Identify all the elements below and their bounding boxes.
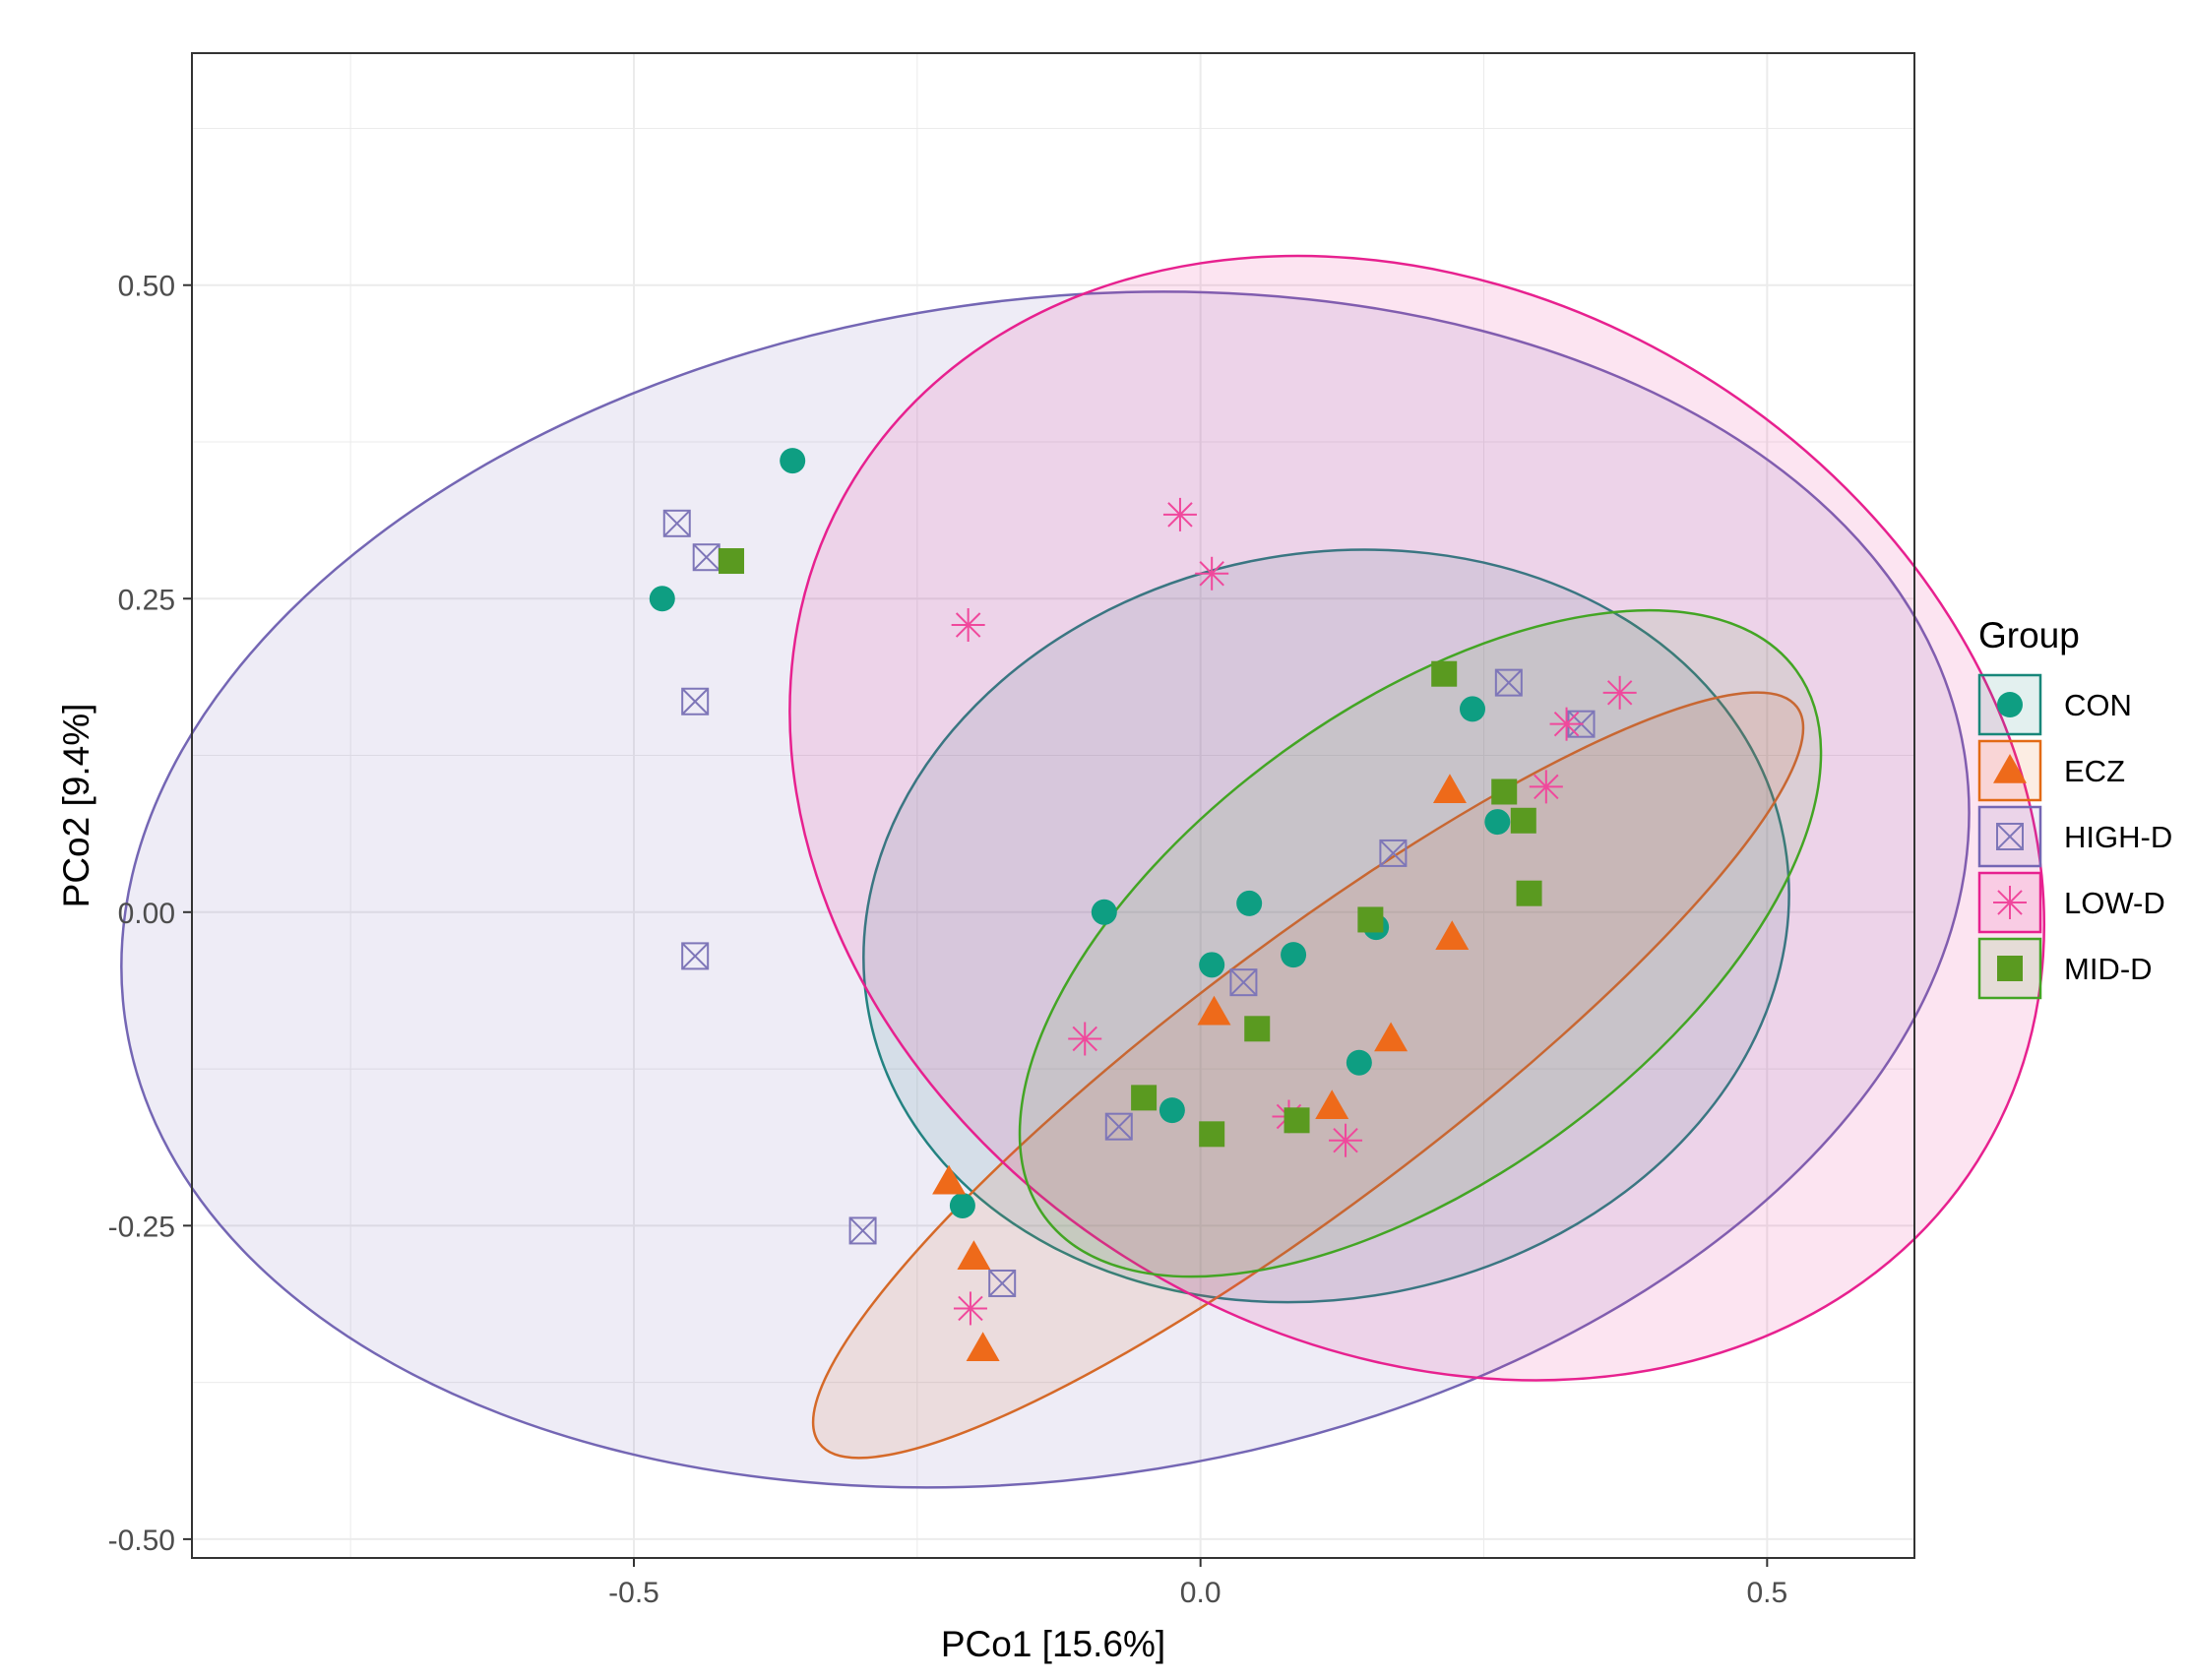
legend-label: ECZ: [2064, 754, 2125, 788]
point-mid-d: [1284, 1107, 1310, 1134]
point-mid-d: [1491, 778, 1518, 805]
point-ecz: [966, 1332, 1000, 1361]
point-mid-d: [719, 548, 745, 575]
point-ecz: [1374, 1022, 1409, 1052]
legend-label: LOW-D: [2064, 886, 2165, 920]
point-low-d: [1329, 1123, 1363, 1157]
point-high-d: [848, 1216, 877, 1245]
legend-label: MID-D: [2064, 952, 2153, 986]
point-con: [1281, 942, 1307, 968]
point-con: [1346, 1049, 1372, 1076]
confidence-ellipses: [120, 254, 2046, 1489]
point-con: [1159, 1097, 1185, 1124]
point-low-d: [951, 608, 985, 643]
grid: [192, 53, 1914, 1558]
legend-symbol-mid-d: [1997, 956, 2023, 981]
point-mid-d: [1244, 1016, 1271, 1042]
ellipse-high-d: [120, 290, 1971, 1489]
point-mid-d: [1357, 906, 1384, 933]
y-tick-label: 0.50: [118, 271, 175, 303]
point-high-d: [1104, 1112, 1133, 1141]
point-ecz: [957, 1240, 991, 1270]
ellipse-ecz: [811, 691, 1805, 1460]
point-high-d: [1379, 839, 1408, 867]
y-axis-title: PCo2 [9.4%]: [56, 704, 96, 908]
legend-symbol-low-d: [1993, 886, 2027, 919]
point-low-d: [1162, 497, 1197, 531]
legend-label: CON: [2064, 688, 2132, 722]
point-high-d: [681, 942, 710, 970]
ellipse-con: [862, 548, 1790, 1304]
point-mid-d: [1516, 880, 1542, 906]
point-high-d: [1494, 668, 1523, 697]
point-ecz: [1435, 920, 1470, 951]
point-con: [1199, 952, 1225, 978]
legend: Group CON ECZ HIGH-D LOW-D MID-D: [1977, 615, 2172, 1000]
point-ecz: [1432, 774, 1467, 803]
point-con: [649, 586, 675, 612]
legend-item-high-d: HIGH-D: [1977, 805, 2172, 868]
data-points: [649, 448, 1637, 1361]
legend-title: Group: [1978, 615, 2080, 655]
point-con: [1236, 890, 1263, 916]
legend-label: HIGH-D: [2064, 820, 2172, 854]
point-con: [1459, 696, 1485, 722]
panel-border: [191, 52, 1915, 1559]
point-high-d: [1229, 968, 1258, 997]
legend-symbol-ecz: [1993, 754, 2027, 783]
point-ecz: [1315, 1089, 1349, 1120]
x-tick-label: 0.0: [1180, 1577, 1221, 1609]
legend-symbol-con: [1997, 692, 2023, 717]
point-ecz: [1197, 995, 1231, 1026]
point-con: [1484, 809, 1511, 836]
y-tick-label: 0.25: [118, 584, 175, 616]
ellipse-mid-d: [1018, 608, 1823, 1278]
legend-item-ecz: ECZ: [1977, 739, 2125, 802]
point-con: [949, 1192, 975, 1218]
point-con: [1091, 899, 1117, 925]
y-tick-label: 0.00: [118, 898, 175, 930]
point-ecz: [932, 1164, 967, 1195]
point-low-d: [1529, 770, 1563, 804]
point-mid-d: [1131, 1085, 1158, 1111]
point-mid-d: [1199, 1121, 1225, 1148]
legend-item-con: CON: [1977, 673, 2132, 736]
point-low-d: [1195, 556, 1229, 591]
axes: -0.5 0.0 0.5 -0.50 -0.25 0.00 0.25 0.50: [108, 271, 1788, 1609]
point-low-d: [1602, 675, 1637, 710]
x-tick-label: 0.5: [1746, 1577, 1787, 1609]
point-high-d: [988, 1269, 1017, 1297]
y-tick-label: -0.25: [108, 1211, 175, 1243]
x-axis-title: PCo1 [15.6%]: [941, 1624, 1165, 1664]
point-low-d: [1549, 707, 1584, 741]
legend-item-low-d: LOW-D: [1977, 871, 2165, 934]
point-con: [780, 448, 806, 474]
x-tick-label: -0.5: [608, 1577, 659, 1609]
legend-symbol-high-d: [1996, 823, 2024, 850]
point-high-d: [662, 509, 691, 537]
point-low-d: [953, 1291, 987, 1326]
y-tick-label: -0.50: [108, 1524, 175, 1557]
point-mid-d: [1431, 660, 1458, 687]
legend-item-mid-d: MID-D: [1977, 937, 2153, 1000]
point-mid-d: [1510, 807, 1536, 834]
point-high-d: [681, 687, 710, 716]
point-low-d: [1068, 1022, 1102, 1056]
